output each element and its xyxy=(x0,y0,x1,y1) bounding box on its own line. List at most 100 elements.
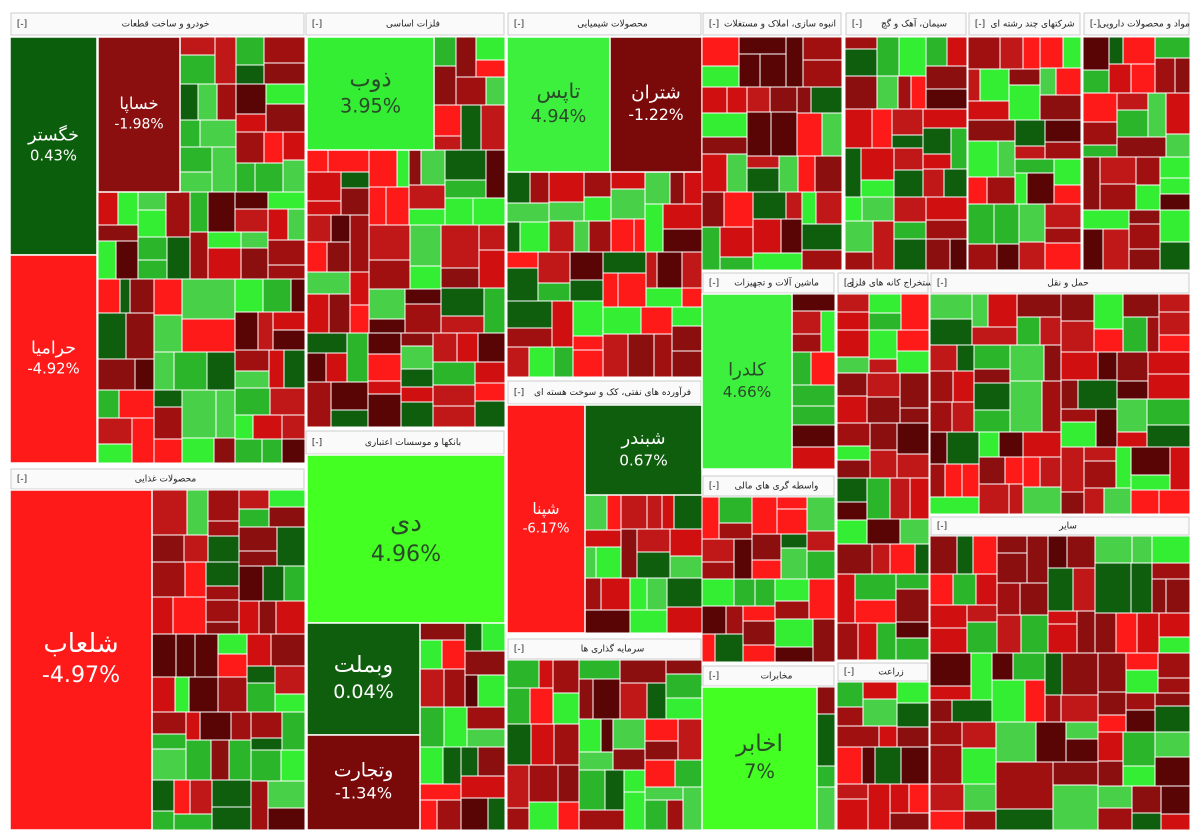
stock-tile xyxy=(929,573,954,606)
stock-tile xyxy=(645,287,683,308)
stock-change: 3.95% xyxy=(340,95,401,118)
stock-tile xyxy=(836,746,863,785)
stock-tile xyxy=(896,726,930,748)
stock-tile xyxy=(455,76,487,106)
stock-tile xyxy=(620,528,638,579)
stock-tile xyxy=(1131,535,1153,564)
stock-tile xyxy=(272,311,306,331)
stock-tile xyxy=(893,221,927,240)
stock-tile xyxy=(629,577,648,611)
stock-tile xyxy=(895,637,930,661)
stock-tile xyxy=(1158,311,1191,336)
stock-change: -1.98% xyxy=(114,116,163,132)
stock-tile xyxy=(578,659,621,680)
stock-tile xyxy=(869,422,898,451)
stock-tile xyxy=(1169,446,1191,491)
stock-tile xyxy=(951,401,975,433)
stock-tile xyxy=(179,36,216,56)
stock-name: شتران xyxy=(631,82,681,103)
stock-tile xyxy=(1035,721,1067,763)
stock-tile xyxy=(557,764,580,803)
stock-tile xyxy=(677,718,703,761)
stock-tile xyxy=(726,86,748,114)
stock-tile xyxy=(433,65,457,106)
stock-tile xyxy=(1097,785,1133,809)
stock-tile xyxy=(991,652,1014,681)
stock-tile xyxy=(751,559,782,580)
stock-tile xyxy=(1146,316,1160,353)
stock-tile xyxy=(1154,756,1191,787)
stock-tile xyxy=(400,345,434,370)
stock-tile xyxy=(1077,379,1118,410)
stock-tile xyxy=(1052,784,1099,831)
stock-change: -4.97% xyxy=(42,662,120,688)
stock-tile xyxy=(151,561,186,598)
stock-tile xyxy=(733,538,753,580)
stock-tile xyxy=(836,459,871,479)
collapse-button: [-] xyxy=(514,20,524,30)
stock-tile xyxy=(472,197,506,226)
stock-tile xyxy=(290,278,306,313)
stock-tile xyxy=(151,711,187,735)
stock-tile xyxy=(1082,209,1130,230)
stock-tile xyxy=(252,414,283,440)
stock-tile xyxy=(529,171,550,204)
stock-tile xyxy=(478,249,506,289)
stock-name: وبملت xyxy=(334,652,393,678)
stock-change: 4.94% xyxy=(531,107,587,127)
stock-tile xyxy=(436,799,462,831)
stock-tile xyxy=(701,86,728,114)
stock-tile xyxy=(234,370,270,389)
stock-tile xyxy=(211,806,252,831)
stock-tile xyxy=(460,775,506,799)
stock-tile xyxy=(118,389,155,419)
stock-tile xyxy=(408,149,422,186)
stock-tile xyxy=(1014,158,1055,174)
stock-tile xyxy=(646,577,668,611)
stock-tile xyxy=(1008,483,1024,515)
stock-tile xyxy=(725,605,744,635)
stock-tile xyxy=(644,203,664,253)
stock-tile xyxy=(185,739,212,781)
stock-tile xyxy=(506,202,550,223)
stock-tile xyxy=(119,278,131,314)
stock-tile xyxy=(742,620,776,646)
stock-tile xyxy=(207,489,240,522)
stock-tile xyxy=(1154,36,1191,59)
stock-tile xyxy=(205,585,240,601)
stock-tile xyxy=(999,36,1024,70)
stock-tile xyxy=(662,203,703,230)
stock-tile xyxy=(206,351,236,391)
stock-tile xyxy=(836,622,859,661)
stock-tile xyxy=(1082,144,1118,158)
sector-header xyxy=(930,516,1190,536)
stock-tile xyxy=(578,718,602,753)
stock-tile xyxy=(644,799,668,831)
stock-tile xyxy=(9,254,98,464)
stock-tile xyxy=(776,508,808,535)
stock-tile xyxy=(272,329,306,351)
stock-tile xyxy=(683,171,703,205)
sector-header xyxy=(10,12,305,36)
stock-tile xyxy=(1122,731,1156,767)
stock-tile xyxy=(1158,636,1191,654)
stock-tile xyxy=(213,437,236,464)
stock-tile xyxy=(205,561,240,587)
stock-tile xyxy=(1130,446,1171,476)
stock-tile xyxy=(925,219,968,240)
stock-tile xyxy=(970,652,993,701)
stock-tile xyxy=(1160,813,1191,831)
stock-tile xyxy=(754,578,776,607)
stock-tile xyxy=(537,251,571,284)
sector-title: مواد و محصولات دارویی xyxy=(1099,20,1190,30)
stock-tile xyxy=(860,147,895,181)
stock-tile xyxy=(1128,248,1161,271)
stock-tile xyxy=(528,346,555,378)
stock-tile xyxy=(810,351,836,386)
stock-tile xyxy=(896,453,930,479)
stock-tile xyxy=(993,203,1020,245)
stock-tile xyxy=(815,191,843,225)
stock-tile xyxy=(966,621,998,654)
stock-tile xyxy=(973,368,1011,384)
stock-tile xyxy=(1135,156,1161,186)
